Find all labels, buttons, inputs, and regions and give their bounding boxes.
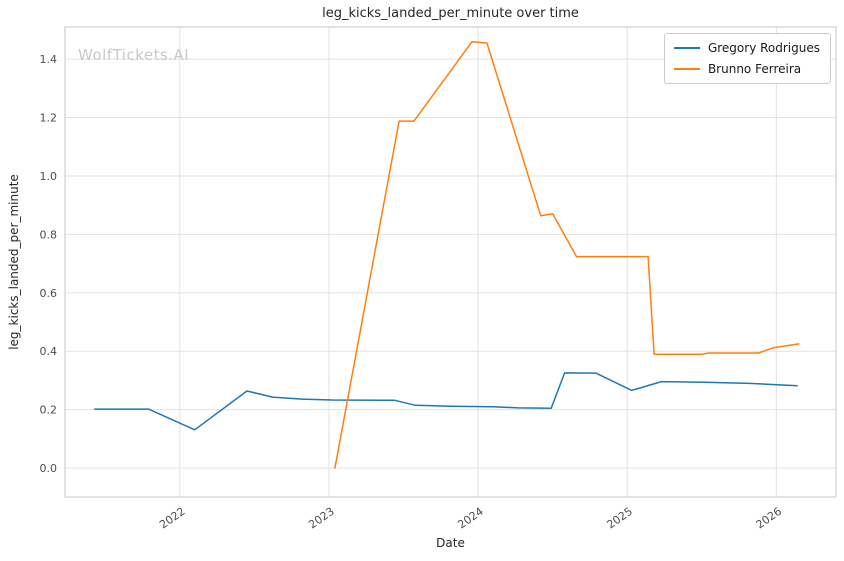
y-axis-label: leg_kicks_landed_per_minute — [7, 174, 21, 350]
legend-label: Brunno Ferreira — [707, 62, 802, 76]
legend-label: Gregory Rodrigues — [707, 41, 820, 55]
svg-text:2026: 2026 — [754, 505, 784, 532]
svg-text:2023: 2023 — [306, 505, 336, 532]
svg-text:0.6: 0.6 — [40, 287, 58, 300]
x-axis-label: Date — [436, 536, 465, 550]
legend: Gregory Rodrigues Brunno Ferreira — [663, 33, 831, 84]
legend-entry: Brunno Ferreira — [673, 62, 820, 76]
svg-text:1.0: 1.0 — [40, 170, 58, 183]
chart-title: leg_kicks_landed_per_minute over time — [322, 6, 579, 21]
svg-text:0.8: 0.8 — [40, 228, 58, 241]
svg-text:1.4: 1.4 — [40, 53, 58, 66]
svg-text:1.2: 1.2 — [40, 112, 58, 125]
legend-line-sample-orange — [673, 68, 700, 70]
svg-text:0.2: 0.2 — [40, 404, 58, 417]
legend-entry: Gregory Rodrigues — [673, 41, 820, 55]
watermark: WolfTickets.AI — [78, 46, 190, 64]
svg-text:0.0: 0.0 — [40, 462, 58, 475]
legend-line-sample-blue — [673, 47, 700, 49]
svg-text:0.4: 0.4 — [40, 345, 58, 358]
svg-text:2024: 2024 — [455, 505, 485, 532]
svg-text:2022: 2022 — [157, 505, 187, 532]
svg-text:2025: 2025 — [605, 505, 635, 532]
